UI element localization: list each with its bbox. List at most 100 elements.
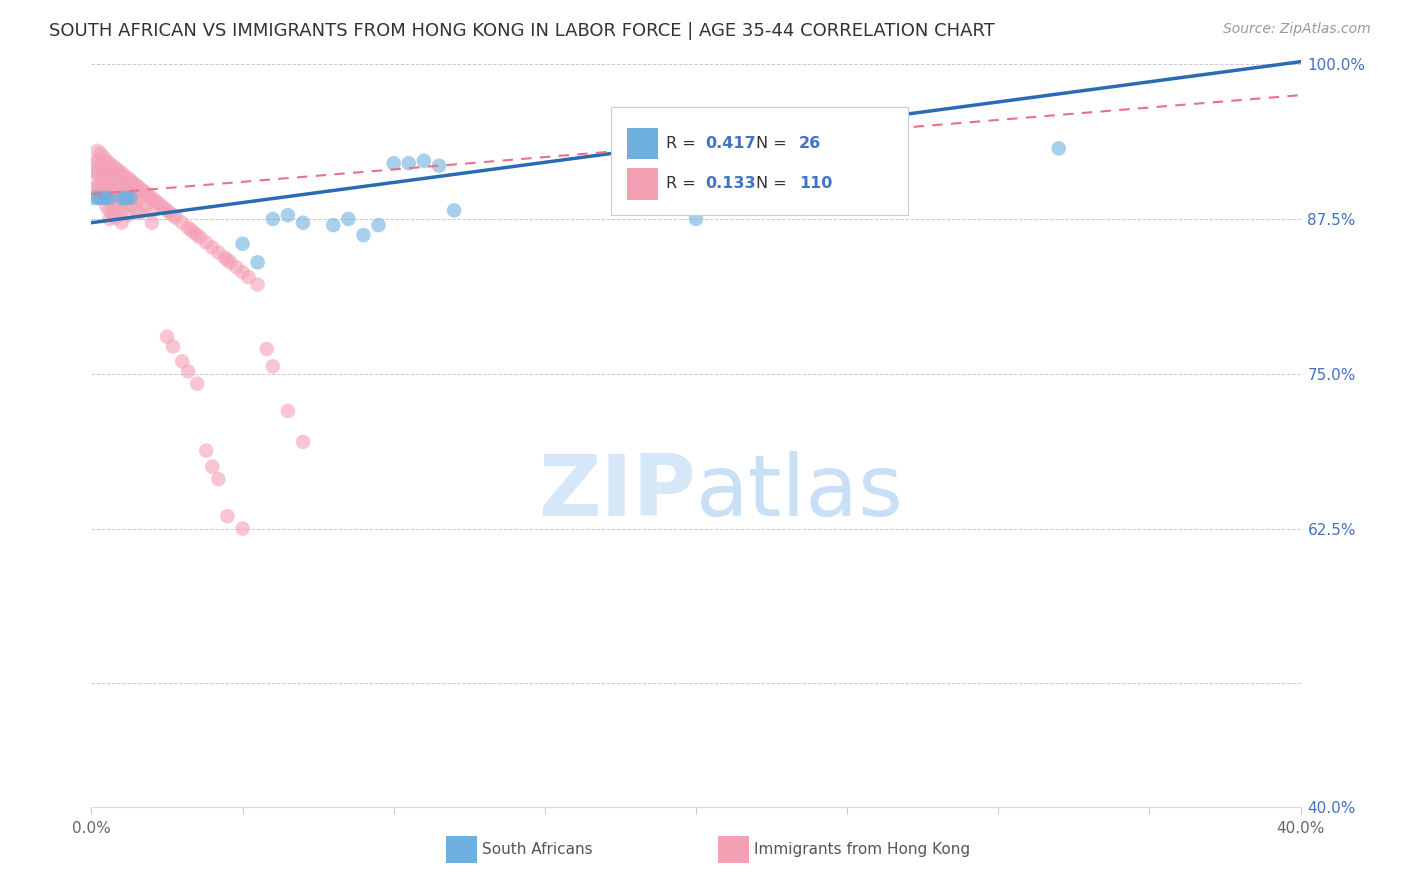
Point bbox=[107, 163, 129, 178]
Point bbox=[96, 191, 118, 205]
Point bbox=[89, 191, 111, 205]
Point bbox=[98, 169, 121, 183]
Point bbox=[143, 194, 166, 208]
Point bbox=[146, 195, 169, 210]
Point bbox=[86, 153, 108, 168]
Point bbox=[86, 166, 108, 180]
Point bbox=[98, 181, 121, 195]
Text: N =: N = bbox=[756, 177, 793, 192]
Point bbox=[104, 173, 127, 187]
Point bbox=[89, 181, 111, 195]
Point bbox=[98, 211, 121, 226]
Point bbox=[195, 235, 218, 250]
Point bbox=[159, 206, 181, 220]
Text: atlas: atlas bbox=[696, 451, 904, 534]
Point bbox=[96, 200, 118, 214]
Point bbox=[83, 156, 105, 170]
Point bbox=[86, 178, 108, 193]
Point bbox=[98, 191, 121, 205]
Text: 110: 110 bbox=[799, 177, 832, 192]
Point bbox=[89, 191, 111, 205]
Point bbox=[186, 228, 208, 243]
Point bbox=[172, 354, 194, 368]
Point bbox=[217, 252, 239, 267]
Point bbox=[141, 203, 163, 218]
Point bbox=[231, 265, 253, 279]
Point bbox=[246, 255, 269, 269]
Point bbox=[120, 173, 142, 187]
FancyBboxPatch shape bbox=[612, 107, 908, 215]
Point bbox=[117, 191, 139, 205]
Point bbox=[172, 216, 194, 230]
Point bbox=[114, 191, 136, 205]
FancyBboxPatch shape bbox=[627, 128, 658, 159]
Point bbox=[128, 194, 150, 208]
FancyBboxPatch shape bbox=[627, 168, 658, 200]
Point bbox=[225, 260, 247, 275]
Point bbox=[156, 329, 179, 343]
Text: N =: N = bbox=[756, 136, 793, 151]
Point bbox=[162, 208, 184, 222]
Point bbox=[177, 220, 200, 235]
Text: ZIP: ZIP bbox=[538, 451, 696, 534]
FancyBboxPatch shape bbox=[717, 836, 749, 863]
Point bbox=[96, 166, 118, 180]
Point bbox=[111, 166, 132, 180]
Text: 26: 26 bbox=[799, 136, 821, 151]
Point bbox=[201, 459, 224, 474]
Point bbox=[101, 195, 124, 210]
Point bbox=[352, 228, 374, 243]
Point bbox=[122, 176, 145, 190]
Point bbox=[122, 188, 145, 202]
Point bbox=[93, 191, 115, 205]
Point bbox=[156, 203, 179, 218]
Point bbox=[262, 359, 284, 374]
Point bbox=[413, 153, 436, 168]
Point bbox=[104, 186, 127, 200]
Point bbox=[98, 156, 121, 170]
Point bbox=[111, 203, 132, 218]
Point bbox=[111, 191, 132, 205]
Text: R =: R = bbox=[665, 136, 700, 151]
Point bbox=[104, 198, 127, 212]
Point bbox=[93, 150, 115, 164]
Point bbox=[117, 184, 139, 198]
Point bbox=[93, 187, 115, 202]
Point bbox=[219, 255, 242, 269]
Point bbox=[141, 216, 163, 230]
Text: Source: ZipAtlas.com: Source: ZipAtlas.com bbox=[1223, 22, 1371, 37]
Point bbox=[183, 226, 205, 240]
Point bbox=[382, 156, 405, 170]
Text: Immigrants from Hong Kong: Immigrants from Hong Kong bbox=[754, 842, 970, 856]
Point bbox=[83, 191, 105, 205]
Point bbox=[111, 178, 132, 193]
Point bbox=[96, 178, 118, 193]
Point bbox=[180, 223, 202, 237]
Point bbox=[107, 188, 129, 202]
Point bbox=[177, 364, 200, 378]
Point bbox=[292, 216, 315, 230]
Point bbox=[101, 208, 124, 222]
Point bbox=[96, 191, 118, 205]
Point bbox=[125, 191, 148, 205]
Point bbox=[132, 184, 155, 198]
Point bbox=[188, 230, 211, 244]
Point bbox=[231, 522, 253, 536]
Point bbox=[101, 184, 124, 198]
Point bbox=[443, 203, 465, 218]
Point bbox=[107, 201, 129, 215]
Point bbox=[337, 211, 360, 226]
Point bbox=[246, 277, 269, 292]
Point bbox=[277, 404, 299, 418]
Text: SOUTH AFRICAN VS IMMIGRANTS FROM HONG KONG IN LABOR FORCE | AGE 35-44 CORRELATIO: SOUTH AFRICAN VS IMMIGRANTS FROM HONG KO… bbox=[49, 22, 995, 40]
Point bbox=[201, 240, 224, 254]
Point bbox=[120, 191, 142, 205]
Point bbox=[120, 186, 142, 200]
Point bbox=[98, 191, 121, 205]
Point bbox=[277, 208, 299, 222]
Point bbox=[125, 178, 148, 193]
Point bbox=[207, 472, 229, 486]
Point bbox=[141, 191, 163, 205]
Point bbox=[89, 146, 111, 161]
Point bbox=[111, 191, 132, 205]
